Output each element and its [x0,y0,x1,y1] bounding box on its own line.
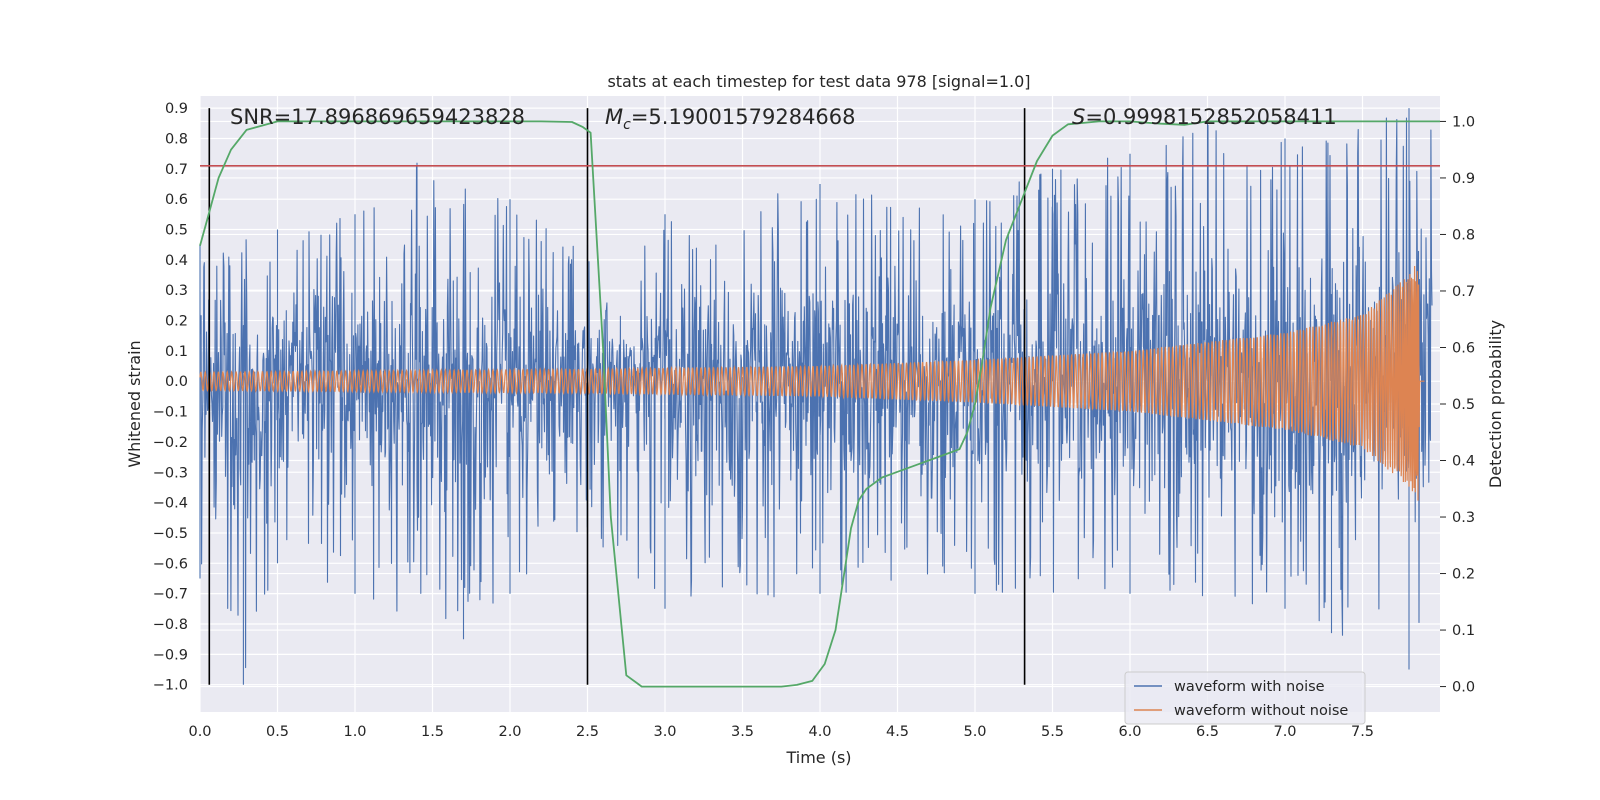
y-tick-label: −0.4 [153,496,188,512]
y-tick-label: −0.1 [153,405,188,421]
x-tick-label: 2.5 [576,724,599,740]
score-value: =0.9998152852058411 [1085,105,1336,129]
chirp-mass-annotation: Mc=5.19001579284668 [605,105,856,133]
chirp-mass-subscript: c [623,117,631,133]
y2-axis-label: Detection probability [1486,320,1505,488]
x-tick-label: 6.0 [1118,724,1141,740]
x-tick-label: 1.0 [343,724,366,740]
y2-tick-label: 0.5 [1452,397,1475,413]
y-tick-label: 0.8 [165,131,188,147]
x-axis-label: Time (s) [785,748,851,767]
y-tick-label: 0.4 [165,253,188,269]
y-tick-label: −0.2 [153,435,188,451]
y-axis-label: Whitened strain [125,340,144,467]
y2-tick-label: 0.9 [1452,171,1475,187]
x-tick-label: 5.0 [963,724,986,740]
x-tick-label: 1.5 [421,724,444,740]
x-tick-label: 0.5 [266,724,289,740]
snr-annotation: SNR=17.896869659423828 [230,105,525,129]
x-tick-label: 3.0 [653,724,676,740]
y2-tick-label: 0.4 [1452,454,1475,470]
y2-tick-label: 0.6 [1452,340,1475,356]
x-tick-label: 2.0 [498,724,521,740]
y-tick-label: −0.8 [153,617,188,633]
probability-series [199,120,1440,688]
x-tick-label: 7.0 [1273,724,1296,740]
y-tick-label: −0.6 [153,556,188,572]
y2-tick-label: 0.1 [1452,623,1475,639]
y-tick-label: −0.7 [153,587,188,603]
clean-waveform-series [199,265,1425,501]
y-tick-label: 0.3 [165,283,188,299]
detection-probability-line [199,120,1440,688]
y-tick-label: 0.7 [165,162,188,178]
x-tick-label: 4.5 [886,724,909,740]
x-tick-label: 7.5 [1351,724,1374,740]
y-tick-label: 0.2 [165,314,188,330]
score-symbol: S [1072,105,1085,129]
y-tick-label: −0.3 [153,465,188,481]
y2-tick-label: 0.8 [1452,227,1475,243]
y-tick-label: 0.6 [165,192,188,208]
x-tick-label: 6.5 [1196,724,1219,740]
x-tick-label: 4.0 [808,724,831,740]
chirp-mass-symbol: M [605,105,623,129]
y2-tick-label: 1.0 [1452,114,1475,130]
legend-label-noisy: waveform with noise [1174,679,1325,695]
x-tick-label: 5.5 [1041,724,1064,740]
y-tick-label: 0.1 [165,344,188,360]
y-tick-label: 0.5 [165,223,188,239]
y-tick-label: 0.0 [165,374,188,390]
x-tick-label: 3.5 [731,724,754,740]
chirp-mass-value: =5.19001579284668 [631,105,856,129]
y2-tick-label: 0.7 [1452,284,1475,300]
legend-box [1124,671,1366,725]
y2-tick-label: 0.0 [1452,680,1475,696]
vertical-markers [208,108,1026,685]
y-tick-label: −1.0 [153,678,188,694]
chart-title: stats at each timestep for test data 978… [607,72,1030,91]
legend-label-clean: waveform without noise [1174,703,1348,719]
y2-tick-label: 0.3 [1452,510,1475,526]
tick-labels: 0.0 0.5 1.0 1.5 2.0 2.5 3.0 3.5 4.0 4.5 5.0 5.5 6.0 6… [153,101,1475,740]
y2-tick-label: 0.2 [1452,567,1475,583]
score-annotation: S=0.9998152852058411 [1072,105,1337,129]
x-tick-label: 0.0 [188,724,211,740]
y-tick-label: −0.5 [153,526,188,542]
y-tick-label: 0.9 [165,101,188,117]
clean-waveform-line [199,265,1425,501]
y-tick-label: −0.9 [153,647,188,663]
legend: waveform with noise waveform without noi… [1124,671,1366,725]
